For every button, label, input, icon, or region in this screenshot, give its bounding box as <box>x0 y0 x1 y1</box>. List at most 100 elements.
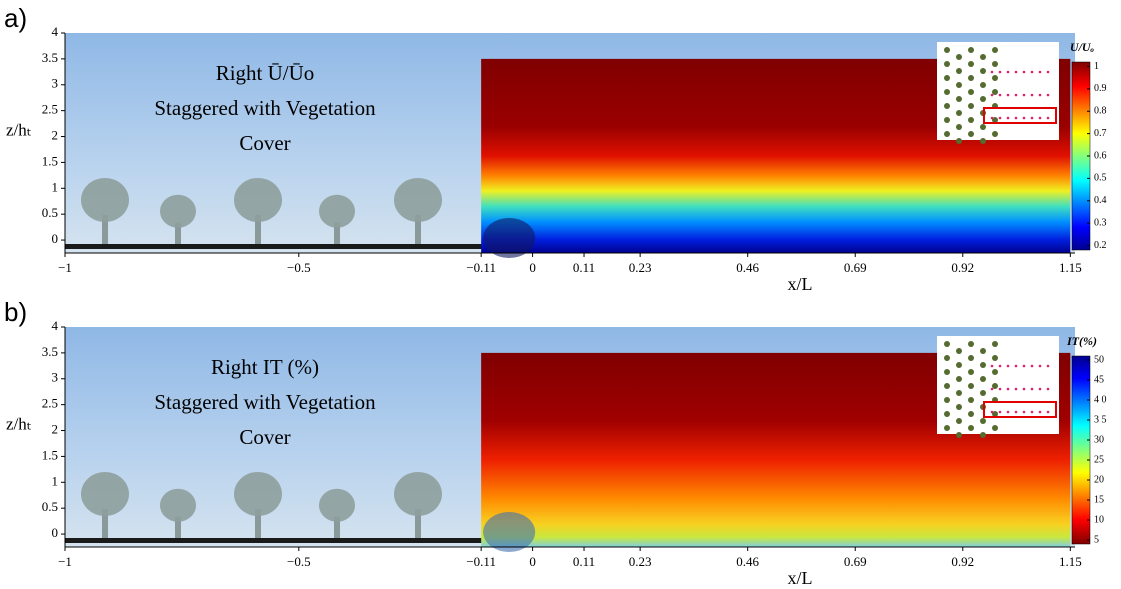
y-tick-label: 0.5 <box>42 499 58 514</box>
tree-crown <box>160 194 196 228</box>
inset-probe <box>1006 70 1010 74</box>
inset-probe <box>1014 387 1018 391</box>
tree-crown <box>319 488 355 522</box>
inset-probe <box>998 70 1002 74</box>
inset-probe <box>990 364 994 368</box>
inset-probe <box>1030 93 1034 97</box>
inset-probe <box>998 410 1002 414</box>
inset-dot <box>968 61 974 67</box>
x-tick-label: −0.11 <box>466 260 496 275</box>
y-tick-label: 0 <box>52 231 59 246</box>
inset-probe <box>1038 70 1042 74</box>
inset-dot <box>992 383 998 389</box>
y-tick-label: 1.5 <box>42 153 58 168</box>
inset-dot <box>992 89 998 95</box>
tree-trunk <box>415 215 421 245</box>
inset-dot <box>956 96 962 102</box>
inset-dot <box>944 75 950 81</box>
inset-dot <box>968 117 974 123</box>
y-tick-label: 1.5 <box>42 447 58 462</box>
x-tick-label: 0 <box>529 260 536 275</box>
inset-probe <box>1046 410 1050 414</box>
x-tick-label: 0.46 <box>736 554 759 569</box>
inset-dot <box>980 390 986 396</box>
inset-dot <box>980 96 986 102</box>
vegetation-patch <box>483 512 536 552</box>
inset-dot <box>968 369 974 375</box>
inset-dot <box>980 82 986 88</box>
inset-probe <box>998 364 1002 368</box>
inset-probe <box>990 410 994 414</box>
inset-probe <box>1046 93 1050 97</box>
tree-trunk <box>415 509 421 539</box>
inset-dot <box>968 75 974 81</box>
y-axis-label: z/hₜ <box>6 414 32 433</box>
inset-probe <box>1046 387 1050 391</box>
inset-probe <box>1022 93 1026 97</box>
inset-dot <box>968 355 974 361</box>
x-tick-label: 0.23 <box>629 260 652 275</box>
inset-dot <box>992 411 998 417</box>
x-axis-label: x/L <box>788 274 813 294</box>
inset-dot <box>968 131 974 137</box>
inset-dot <box>944 117 950 123</box>
inset-dot <box>980 68 986 74</box>
colorbar-tick-label: 0.9 <box>1094 83 1107 94</box>
colorbar-tick-label: 0.3 <box>1094 217 1107 228</box>
inset-probe <box>1038 116 1042 120</box>
panel-title: Right Ū/Ūo <box>216 61 315 85</box>
inset-probe <box>1030 70 1034 74</box>
x-tick-label: 0 <box>529 554 536 569</box>
colorbar-tick-label: 3 5 <box>1094 414 1107 425</box>
colorbar-tick-label: 15 <box>1094 494 1104 505</box>
inset-dot <box>968 411 974 417</box>
inset-probe <box>1014 70 1018 74</box>
inset-dot <box>944 61 950 67</box>
tree-trunk <box>334 516 340 539</box>
inset-dot <box>968 103 974 109</box>
y-tick-label: 3 <box>52 76 59 91</box>
inset-dot <box>956 348 962 354</box>
inset-probe <box>1014 93 1018 97</box>
x-tick-label: 0.11 <box>573 260 595 275</box>
inset-dot <box>980 418 986 424</box>
colorbar-tick-label: 30 <box>1094 434 1104 445</box>
panel: 0 0.5 1 1.5 2 2.5 3 3.5 4 −1 −0.5 −0.11 0 0.11 0.23 0.4… <box>4 297 1107 588</box>
inset-dot <box>956 362 962 368</box>
inset-probe <box>1038 364 1042 368</box>
inset-dot <box>992 131 998 137</box>
colorbar-tick-label: 0.6 <box>1094 150 1107 161</box>
tree-trunk <box>175 222 181 245</box>
inset-probe <box>998 93 1002 97</box>
grass <box>65 538 533 543</box>
inset-probe <box>1022 70 1026 74</box>
y-tick-label: 0 <box>52 525 59 540</box>
inset-probe <box>1022 116 1026 120</box>
inset-dot <box>956 124 962 130</box>
y-tick-label: 3 <box>52 370 59 385</box>
tree-trunk <box>102 509 108 539</box>
colorbar-tick-label: 0.4 <box>1094 195 1107 206</box>
inset-dot <box>992 369 998 375</box>
inset-dot <box>992 117 998 123</box>
tree-trunk <box>102 215 108 245</box>
y-axis-label: z/hₜ <box>6 120 32 139</box>
inset-probe <box>990 116 994 120</box>
panel-title: Staggered with Vegetation <box>154 96 376 120</box>
colorbar-title: U/Uₒ <box>1070 40 1095 54</box>
tree-trunk <box>175 516 181 539</box>
inset-dot <box>992 75 998 81</box>
inset-dot <box>980 432 986 438</box>
inset-dot <box>968 383 974 389</box>
panel-label: a) <box>4 3 27 33</box>
inset <box>937 42 1059 140</box>
y-tick-label: 1 <box>52 179 59 194</box>
inset-dot <box>944 425 950 431</box>
x-tick-label: −1 <box>58 260 72 275</box>
y-tick-label: 2.5 <box>42 102 58 117</box>
inset-dot <box>956 110 962 116</box>
tree-crown <box>394 472 442 516</box>
x-tick-label: −0.11 <box>466 554 496 569</box>
inset-dot <box>992 425 998 431</box>
vegetation-patch <box>483 218 536 258</box>
